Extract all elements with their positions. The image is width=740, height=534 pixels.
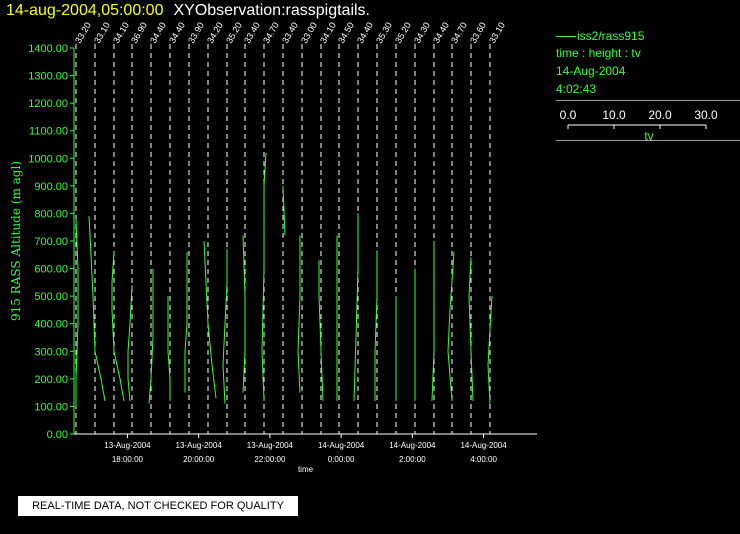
profile-label: 33.40: [280, 20, 300, 45]
profile-trace: [167, 296, 171, 401]
title-datetime: 14-aug-2004,05:00:00: [6, 2, 164, 19]
y-tick-label: 0.00: [47, 429, 68, 441]
profile-label: 33.60: [468, 20, 488, 45]
x-tick-time: 22:00:00: [254, 455, 286, 464]
profile-trace: [487, 296, 493, 404]
profile-label: 34.70: [449, 20, 469, 45]
profile-label: 33.20: [73, 20, 93, 45]
profile-label: 33.10: [92, 20, 112, 45]
x-tick-time: 2:00:00: [399, 455, 426, 464]
y-tick-label: 300.00: [34, 346, 68, 358]
quality-notice: REAL-TIME DATA, NOT CHECKED FOR QUALITY: [18, 496, 298, 516]
profile-label: 34.40: [431, 20, 451, 45]
x-tick-date: 14-Aug-2004: [460, 441, 507, 450]
profile-trace: [222, 249, 228, 404]
y-tick-label: 1100.00: [29, 126, 68, 138]
profile-label: 33.00: [299, 20, 319, 45]
profile-label: 34.30: [412, 20, 432, 45]
profile-label: 33.10: [487, 20, 507, 45]
profile-trace: [127, 285, 133, 401]
y-tick-label: 500.00: [34, 291, 68, 303]
profile-label: 33.90: [186, 20, 206, 45]
x-tick-time: 4:00:00: [470, 455, 497, 464]
y-tick-label: 400.00: [34, 319, 68, 331]
x-tick-time: 18:00:00: [112, 455, 144, 464]
profile-label: 34.40: [148, 20, 168, 45]
y-tick-label: 100.00: [34, 401, 68, 413]
profile-label: 34.70: [261, 20, 281, 45]
legend-separator-bottom: [556, 140, 740, 141]
profile-label: 34.20: [205, 20, 225, 45]
profile-trace: [282, 185, 286, 236]
y-tick-label: 1200.00: [28, 98, 68, 110]
y-tick-label: 600.00: [34, 264, 68, 276]
scale-label: tv: [644, 129, 653, 143]
profile-label: 34.10: [318, 20, 338, 45]
y-tick-label: 200.00: [34, 374, 68, 386]
profile-label: 34.40: [355, 20, 375, 45]
y-tick-label: 800.00: [34, 208, 68, 220]
profile-label: 36.90: [129, 20, 149, 45]
profile-label: 34.50: [336, 20, 356, 45]
profile-trace: [88, 216, 106, 401]
legend: iss2/rass915 time : height : tv 14-Aug-2…: [556, 28, 740, 141]
x-tick-date: 13-Aug-2004: [176, 441, 223, 450]
profile-label: 34.10: [111, 20, 131, 45]
x-tick-date: 14-Aug-2004: [318, 441, 365, 450]
profile-label: 34.40: [167, 20, 187, 45]
profile-label: 35.20: [224, 20, 244, 45]
y-axis-label: 915 RASS Altitude (m agl): [9, 161, 23, 321]
profile-trace: [242, 235, 246, 393]
legend-variables: time : height : tv: [556, 46, 641, 60]
profile-trace: [468, 257, 474, 401]
scale-tick-label: 20.0: [648, 108, 672, 122]
x-tick-date: 14-Aug-2004: [389, 441, 436, 450]
profile-trace: [431, 241, 435, 401]
legend-date: 14-Aug-2004: [556, 64, 626, 78]
profile-trace: [318, 260, 324, 401]
legend-series-row: iss2/rass915: [556, 28, 740, 44]
legend-time: 4:02:43: [556, 82, 597, 96]
y-tick-label: 900.00: [34, 181, 68, 193]
profile-trace: [261, 152, 267, 401]
y-tick-label: 1000.00: [28, 153, 68, 165]
profile-trace: [148, 268, 154, 404]
tv-scale: 0.0 10.0 20.0 30.0 tv: [560, 108, 718, 143]
profile-trace: [447, 251, 455, 401]
profile-trace: [75, 218, 79, 407]
legend-series-name: iss2/rass915: [577, 29, 645, 43]
profile-label: 35.30: [374, 20, 394, 45]
x-tick-time: 0:00:00: [328, 455, 355, 464]
y-tick-label: 700.00: [34, 236, 68, 248]
legend-line-swatch: [556, 36, 576, 38]
scale-tick-label: 0.0: [560, 108, 577, 122]
profile-trace: [353, 213, 359, 401]
x-axis-label: time: [298, 465, 314, 474]
scale-tick-label: 30.0: [694, 108, 718, 122]
scale-tick-label: 10.0: [602, 108, 626, 122]
x-tick-date: 13-Aug-2004: [104, 441, 151, 450]
profile-trace: [203, 240, 217, 399]
chart-title: 14-aug-2004,05:00:00 XYObservation:rasspi…: [6, 2, 370, 20]
profile-trace: [111, 251, 125, 401]
profile-trace: [374, 252, 378, 401]
profile-trace: [297, 235, 301, 393]
profile-trace: [184, 252, 188, 393]
profile-label: 35.20: [393, 20, 413, 45]
x-tick-date: 13-Aug-2004: [247, 441, 294, 450]
profile-label: 33.40: [242, 20, 262, 45]
x-tick-time: 20:00:00: [183, 455, 215, 464]
y-tick-label: 1300.00: [28, 71, 68, 83]
title-observation: XYObservation:rasspigtails.: [173, 2, 370, 19]
y-tick-label: 1400.00: [28, 43, 68, 55]
legend-separator-top: [556, 100, 740, 101]
